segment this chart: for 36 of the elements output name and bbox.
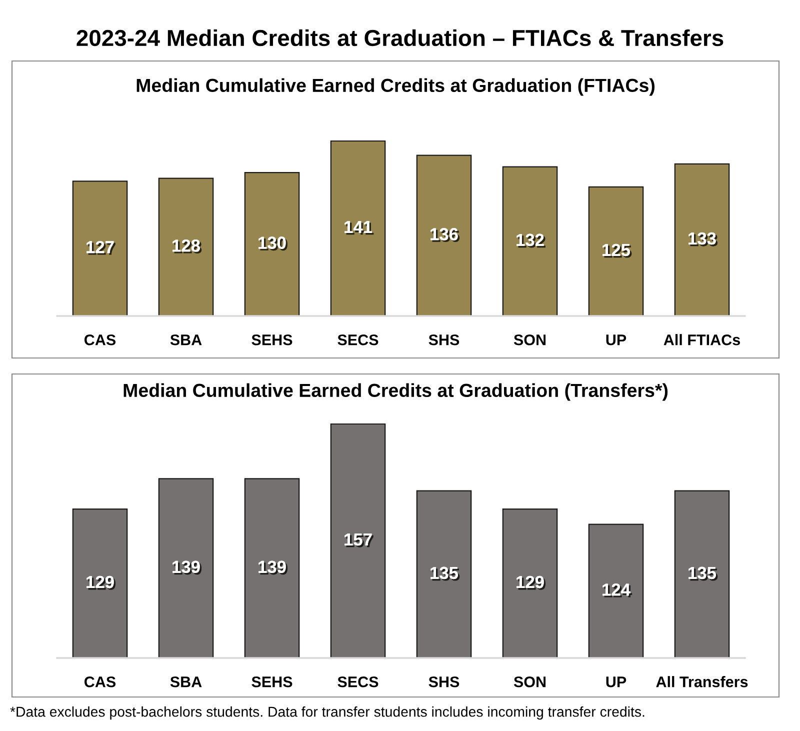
x-tick-label: SON: [514, 676, 546, 688]
x-tick-label: SON: [514, 334, 546, 346]
data-label: 125: [602, 244, 632, 258]
chart-title: Median Cumulative Earned Credits at Graduation (Transfers*): [124, 383, 668, 401]
x-tick-label: SECS: [338, 676, 378, 688]
data-label: 129: [86, 576, 116, 590]
text: *Data excludes post-bachelors students. Data for transfer students includes incoming transfer credits.: [10, 706, 644, 720]
x-tick-label: SEHS: [252, 676, 292, 688]
x-tick-label: All Transfers: [656, 676, 748, 688]
data-label: 139: [258, 560, 288, 575]
data-label: 129: [516, 576, 546, 590]
data-label: 135: [688, 566, 718, 581]
data-label: 127: [86, 240, 116, 255]
x-tick-label: UP: [606, 676, 626, 688]
x-tick-label: SHS: [428, 334, 460, 346]
x-tick-label: CAS: [84, 334, 116, 346]
data-label: 135: [430, 566, 460, 581]
x-tick-label: All FTIACs: [664, 334, 740, 346]
x-tick-label: SEHS: [252, 334, 292, 346]
x-tick-label: SHS: [428, 676, 460, 688]
data-label: 157: [344, 534, 374, 548]
chart-subtitle: Median Cumulative Earned Credits at Graduation (FTIACs): [136, 78, 655, 96]
chart-title: 2023-24 Median Credits at Graduation – FTIACs & Transfers: [76, 29, 724, 46]
x-tick-label: SBA: [170, 676, 202, 688]
data-label: 128: [172, 240, 202, 254]
data-label: 133: [688, 232, 718, 246]
data-label: 136: [430, 228, 460, 242]
x-tick-label: SECS: [338, 334, 378, 346]
x-tick-label: UP: [606, 334, 626, 346]
x-tick-label: SBA: [170, 334, 202, 346]
data-label: 139: [172, 560, 202, 575]
x-tick-label: CAS: [84, 676, 116, 688]
data-label: 124: [602, 584, 632, 598]
data-label: 130: [258, 236, 288, 251]
data-label: 132: [516, 234, 546, 248]
data-label: 141: [344, 221, 374, 235]
